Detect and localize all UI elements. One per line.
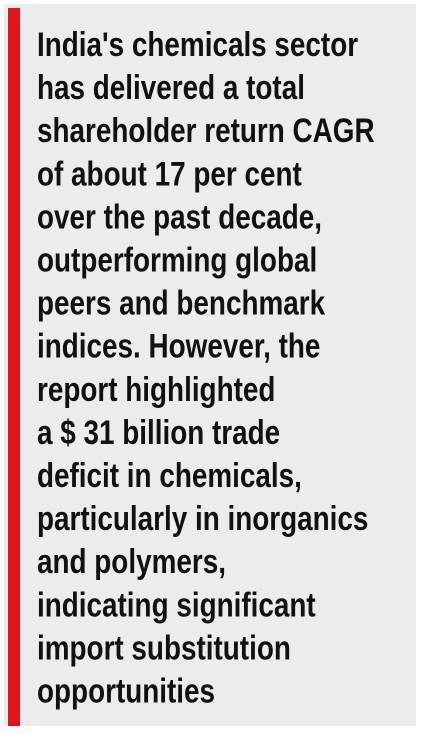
box-background — [4, 4, 416, 726]
text-line: report highlighted — [37, 370, 275, 408]
text-line: and polymers, — [37, 543, 226, 581]
text-line: deficit in chemicals, — [37, 456, 302, 494]
text-line: peers and benchmark — [37, 284, 326, 322]
text-line: shareholder return CAGR — [37, 112, 375, 150]
text-line: India's chemicals sector — [37, 25, 358, 63]
text-line: particularly in inorganics — [37, 499, 368, 537]
accent-bar — [8, 8, 20, 726]
text-line: import substitution — [37, 629, 291, 667]
text-lines: India's chemicals sector has delivered a … — [37, 25, 375, 710]
text-line: of about 17 per cent — [37, 155, 302, 193]
text-line: a $ 31 billion trade — [37, 413, 280, 451]
text-line: indicating significant — [37, 586, 316, 624]
text-line: has delivered a total — [37, 68, 305, 106]
text-line: indices. However, the — [37, 327, 320, 365]
text-line: outperforming global — [37, 241, 317, 279]
text-line: over the past decade, — [37, 198, 322, 236]
text-line: opportunities — [37, 672, 215, 710]
